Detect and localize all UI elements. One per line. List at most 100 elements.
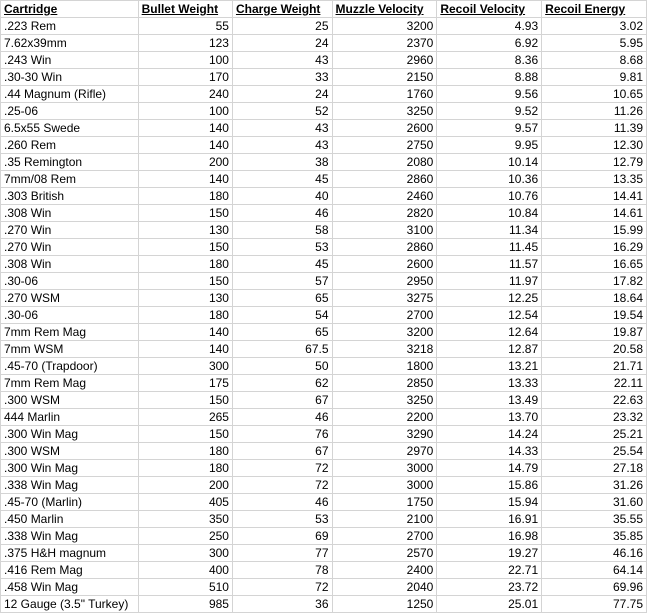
cell-value: 15.94 bbox=[437, 494, 542, 511]
table-row: 7mm WSM14067.5321812.8720.58 bbox=[1, 341, 647, 358]
cell-value: 400 bbox=[138, 562, 232, 579]
table-row: .270 Win13058310011.3415.99 bbox=[1, 222, 647, 239]
cell-value: 180 bbox=[138, 460, 232, 477]
cell-value: 9.56 bbox=[437, 86, 542, 103]
cell-value: 3100 bbox=[332, 222, 437, 239]
header-cartridge: Cartridge bbox=[1, 1, 139, 18]
cell-value: 11.97 bbox=[437, 273, 542, 290]
cell-value: 6.92 bbox=[437, 35, 542, 52]
cell-value: 100 bbox=[138, 52, 232, 69]
cell-value: 23.72 bbox=[437, 579, 542, 596]
cell-value: 240 bbox=[138, 86, 232, 103]
cell-value: 10.76 bbox=[437, 188, 542, 205]
cell-value: 1750 bbox=[332, 494, 437, 511]
cell-cartridge: 7.62x39mm bbox=[1, 35, 139, 52]
cell-value: 9.52 bbox=[437, 103, 542, 120]
cell-value: 40 bbox=[232, 188, 332, 205]
cell-value: 2750 bbox=[332, 137, 437, 154]
cell-value: 18.64 bbox=[542, 290, 647, 307]
cell-value: 100 bbox=[138, 103, 232, 120]
table-row: .45-70 (Marlin)40546175015.9431.60 bbox=[1, 494, 647, 511]
cell-value: 25.54 bbox=[542, 443, 647, 460]
cell-value: 8.36 bbox=[437, 52, 542, 69]
cell-value: 14.33 bbox=[437, 443, 542, 460]
cell-value: 3275 bbox=[332, 290, 437, 307]
header-bullet-weight: Bullet Weight bbox=[138, 1, 232, 18]
table-row: 7.62x39mm1232423706.925.95 bbox=[1, 35, 647, 52]
cell-value: 3.02 bbox=[542, 18, 647, 35]
cell-value: 53 bbox=[232, 239, 332, 256]
cell-value: 123 bbox=[138, 35, 232, 52]
cell-value: 12.54 bbox=[437, 307, 542, 324]
cell-value: 65 bbox=[232, 290, 332, 307]
cell-value: 405 bbox=[138, 494, 232, 511]
cell-value: 3000 bbox=[332, 477, 437, 494]
cell-value: 130 bbox=[138, 222, 232, 239]
cell-value: 2400 bbox=[332, 562, 437, 579]
cell-cartridge: .300 WSM bbox=[1, 443, 139, 460]
cell-value: 16.65 bbox=[542, 256, 647, 273]
cell-value: 150 bbox=[138, 273, 232, 290]
cell-value: 52 bbox=[232, 103, 332, 120]
table-row: .25-061005232509.5211.26 bbox=[1, 103, 647, 120]
table-row: .308 Win15046282010.8414.61 bbox=[1, 205, 647, 222]
cell-value: 10.14 bbox=[437, 154, 542, 171]
cell-value: 3250 bbox=[332, 103, 437, 120]
cell-value: 10.36 bbox=[437, 171, 542, 188]
cell-cartridge: .416 Rem Mag bbox=[1, 562, 139, 579]
cell-value: 14.79 bbox=[437, 460, 542, 477]
cell-value: 3218 bbox=[332, 341, 437, 358]
cell-value: 2860 bbox=[332, 171, 437, 188]
cell-value: 130 bbox=[138, 290, 232, 307]
cell-value: 17.82 bbox=[542, 273, 647, 290]
cell-value: 46 bbox=[232, 494, 332, 511]
cell-value: 12.25 bbox=[437, 290, 542, 307]
table-row: .338 Win Mag25069270016.9835.85 bbox=[1, 528, 647, 545]
cartridge-table: Cartridge Bullet Weight Charge Weight Mu… bbox=[0, 0, 647, 613]
cell-value: 4.93 bbox=[437, 18, 542, 35]
cell-value: 2820 bbox=[332, 205, 437, 222]
cell-value: 46.16 bbox=[542, 545, 647, 562]
cell-value: 9.95 bbox=[437, 137, 542, 154]
cell-value: 13.35 bbox=[542, 171, 647, 188]
cell-cartridge: 7mm Rem Mag bbox=[1, 375, 139, 392]
cell-value: 72 bbox=[232, 579, 332, 596]
cell-value: 31.60 bbox=[542, 494, 647, 511]
cell-cartridge: .223 Rem bbox=[1, 18, 139, 35]
cell-value: 180 bbox=[138, 443, 232, 460]
cell-value: 150 bbox=[138, 426, 232, 443]
cell-value: 150 bbox=[138, 205, 232, 222]
cell-value: 19.27 bbox=[437, 545, 542, 562]
cell-value: 62 bbox=[232, 375, 332, 392]
cell-value: 2150 bbox=[332, 69, 437, 86]
cell-value: 46 bbox=[232, 409, 332, 426]
cell-value: 2040 bbox=[332, 579, 437, 596]
cell-value: 150 bbox=[138, 239, 232, 256]
table-row: .223 Rem552532004.933.02 bbox=[1, 18, 647, 35]
cell-value: 3250 bbox=[332, 392, 437, 409]
table-row: 7mm Rem Mag14065320012.6419.87 bbox=[1, 324, 647, 341]
cell-cartridge: .270 WSM bbox=[1, 290, 139, 307]
cell-value: 10.84 bbox=[437, 205, 542, 222]
cell-value: 24 bbox=[232, 35, 332, 52]
cell-cartridge: .35 Remington bbox=[1, 154, 139, 171]
cell-value: 510 bbox=[138, 579, 232, 596]
cell-value: 25.01 bbox=[437, 596, 542, 613]
cell-cartridge: .30-06 bbox=[1, 273, 139, 290]
cell-cartridge: .260 Rem bbox=[1, 137, 139, 154]
cell-value: 45 bbox=[232, 171, 332, 188]
cell-value: 67.5 bbox=[232, 341, 332, 358]
cell-cartridge: .270 Win bbox=[1, 222, 139, 239]
cell-value: 64.14 bbox=[542, 562, 647, 579]
cell-value: 13.70 bbox=[437, 409, 542, 426]
cell-value: 13.33 bbox=[437, 375, 542, 392]
cell-value: 2970 bbox=[332, 443, 437, 460]
cell-value: 43 bbox=[232, 137, 332, 154]
cell-value: 1760 bbox=[332, 86, 437, 103]
cell-cartridge: .303 British bbox=[1, 188, 139, 205]
cell-cartridge: .30-30 Win bbox=[1, 69, 139, 86]
cell-cartridge: .45-70 (Marlin) bbox=[1, 494, 139, 511]
cell-value: 43 bbox=[232, 52, 332, 69]
cell-value: 265 bbox=[138, 409, 232, 426]
cell-value: 200 bbox=[138, 477, 232, 494]
